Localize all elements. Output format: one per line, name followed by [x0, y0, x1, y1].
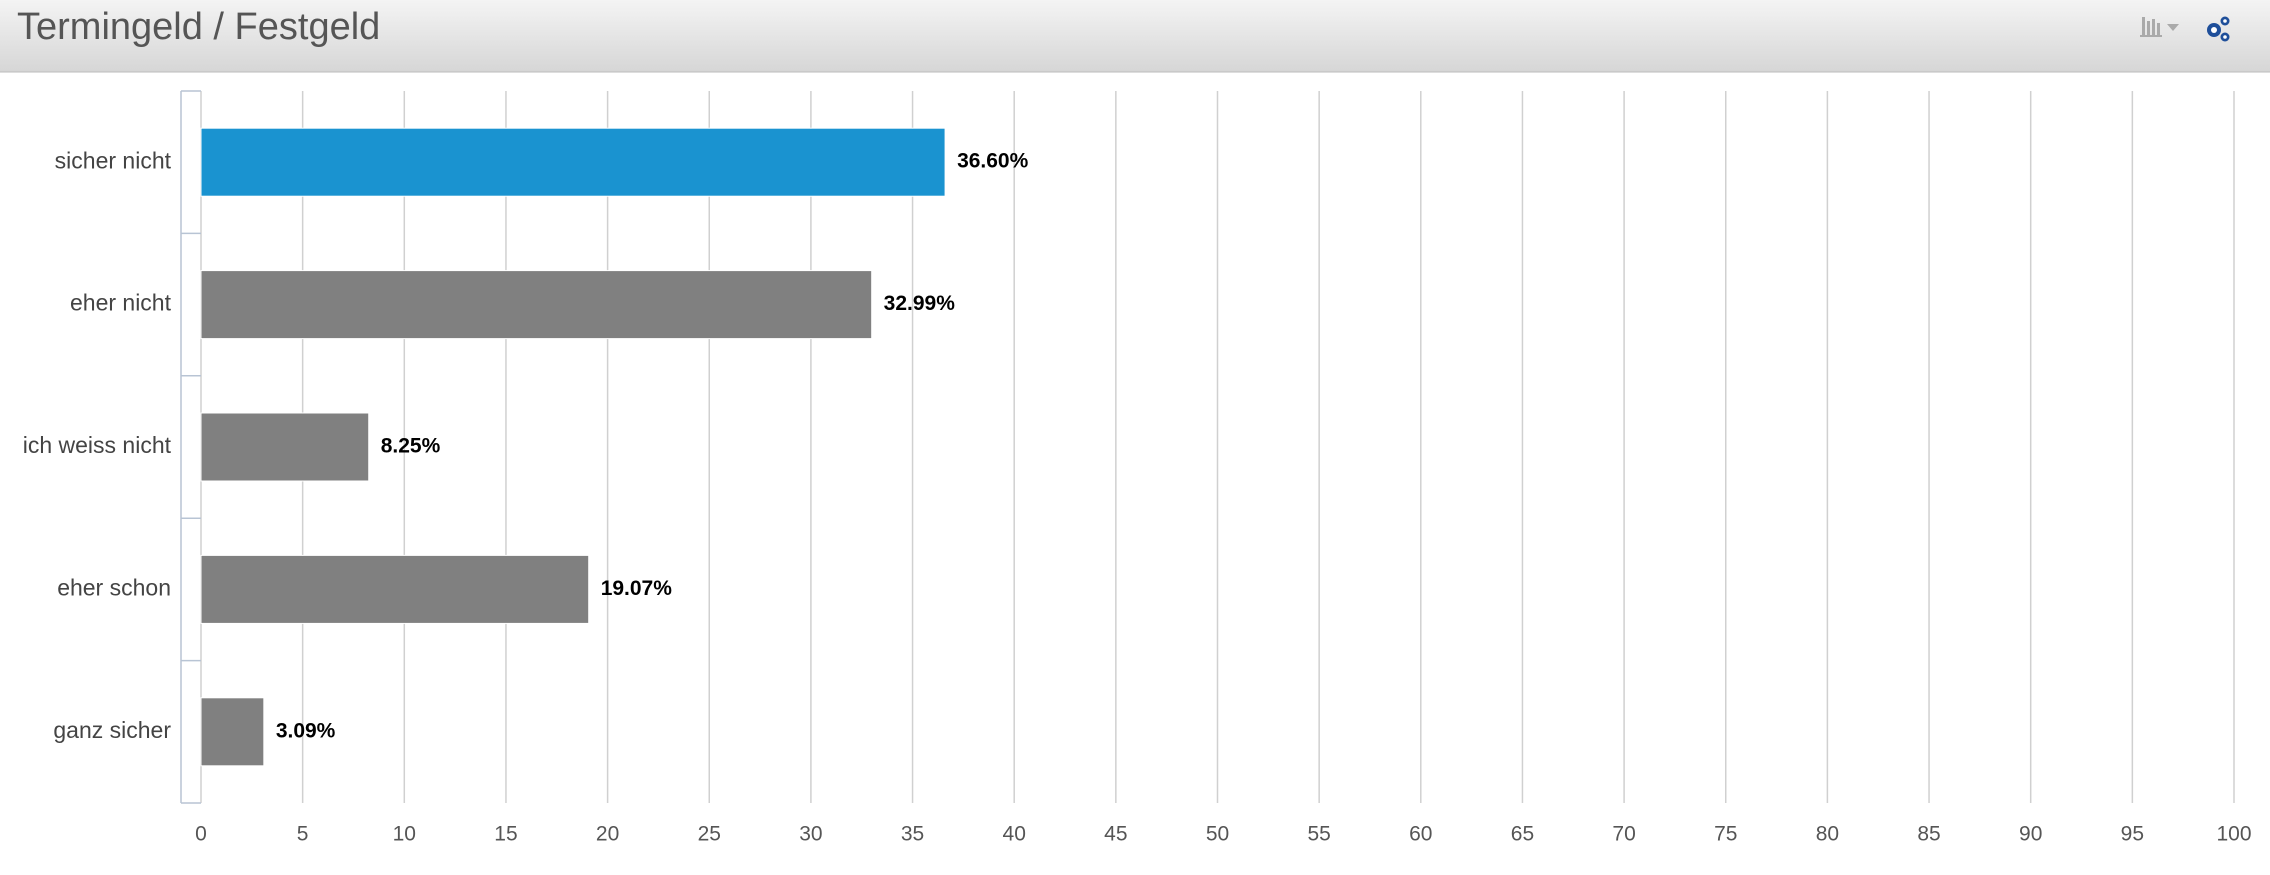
x-tick-label: 50	[1206, 823, 1229, 846]
chart-type-button[interactable]	[2140, 17, 2179, 37]
x-tick-label: 0	[195, 823, 207, 846]
value-label: 19.07%	[601, 577, 673, 600]
x-tick-label: 20	[596, 823, 619, 846]
y-tick-label: eher nicht	[70, 290, 172, 316]
bar	[200, 127, 946, 197]
y-tick-label: eher schon	[57, 574, 171, 600]
x-tick-label: 35	[901, 823, 924, 846]
x-tick-label: 55	[1307, 823, 1330, 846]
x-tick-label: 80	[1816, 823, 1839, 846]
value-label: 36.60%	[957, 150, 1029, 173]
bar	[200, 697, 265, 767]
x-tick-label: 65	[1511, 823, 1534, 846]
x-tick-label: 60	[1409, 823, 1432, 846]
value-label: 8.25%	[381, 435, 441, 458]
x-tick-label: 40	[1003, 823, 1026, 846]
bar	[200, 412, 370, 482]
x-tick-label: 90	[2019, 823, 2042, 846]
value-label: 32.99%	[884, 292, 956, 315]
x-tick-label: 30	[799, 823, 822, 846]
x-tick-label: 10	[393, 823, 416, 846]
y-tick-label: sicher nicht	[55, 147, 172, 173]
settings-button[interactable]	[2207, 16, 2230, 42]
header	[0, 0, 2270, 72]
x-tick-label: 15	[494, 823, 517, 846]
bar	[200, 554, 590, 624]
y-tick-label: ganz sicher	[53, 717, 171, 743]
x-tick-label: 45	[1104, 823, 1127, 846]
bar	[200, 270, 873, 340]
x-tick-label: 85	[1917, 823, 1940, 846]
x-tick-label: 75	[1714, 823, 1737, 846]
x-tick-label: 5	[297, 823, 309, 846]
chart-title: Termingeld / Festgeld	[17, 6, 380, 48]
x-tick-label: 100	[2216, 823, 2251, 846]
y-tick-label: ich weiss nicht	[23, 432, 172, 458]
x-tick-label: 70	[1612, 823, 1635, 846]
x-tick-label: 95	[2121, 823, 2144, 846]
x-tick-label: 25	[698, 823, 721, 846]
value-label: 3.09%	[276, 719, 336, 742]
